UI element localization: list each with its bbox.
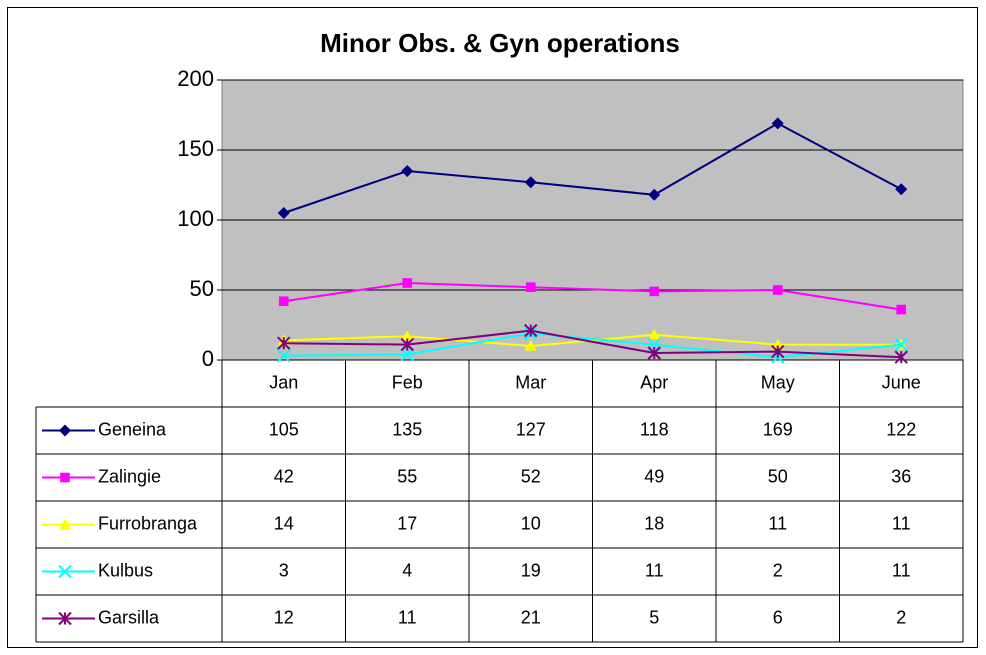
- legend-label: Kulbus: [98, 560, 153, 580]
- table-value: 169: [763, 419, 793, 439]
- table-value: 105: [269, 419, 299, 439]
- table-value: 11: [892, 513, 911, 533]
- marker: [771, 117, 784, 130]
- marker: [59, 518, 71, 530]
- marker: [60, 472, 70, 483]
- table-value: 42: [274, 466, 294, 486]
- marker: [402, 278, 413, 288]
- table-value: 3: [279, 560, 289, 580]
- y-tick-label: 150: [177, 136, 214, 161]
- y-tick-label: 0: [202, 346, 214, 371]
- x-tick-label: May: [761, 372, 795, 392]
- marker: [59, 424, 71, 437]
- series-line: [283, 329, 902, 359]
- table-value: 49: [644, 466, 664, 486]
- table-value: 50: [768, 466, 788, 486]
- marker: [648, 328, 661, 340]
- marker: [772, 285, 783, 295]
- marker: [894, 350, 908, 364]
- table-value: 18: [644, 513, 664, 533]
- marker: [400, 347, 414, 362]
- x-tick-label: Feb: [392, 372, 423, 392]
- table-value: 21: [521, 607, 541, 627]
- y-tick-label: 100: [177, 206, 214, 231]
- table-value: 14: [274, 513, 294, 533]
- legend-label: Zalingie: [98, 466, 161, 486]
- table-value: 11: [398, 607, 417, 627]
- table-value: 55: [397, 466, 417, 486]
- marker: [401, 165, 414, 177]
- marker: [524, 340, 537, 351]
- table-value: 4: [402, 560, 412, 580]
- table-value: 135: [392, 419, 422, 439]
- table-value: 36: [891, 466, 911, 486]
- marker: [649, 286, 660, 297]
- table-value: 11: [892, 560, 911, 580]
- marker: [896, 304, 907, 315]
- marker: [400, 337, 414, 352]
- marker: [58, 611, 72, 626]
- marker: [894, 337, 908, 352]
- x-tick-label: Apr: [640, 372, 668, 392]
- marker: [277, 207, 290, 219]
- marker: [771, 338, 784, 350]
- marker: [277, 349, 291, 363]
- legend-label: Furrobranga: [98, 513, 198, 533]
- marker: [524, 176, 537, 189]
- table-value: 10: [521, 513, 541, 533]
- table-value: 11: [768, 513, 787, 533]
- table-value: 118: [640, 419, 669, 439]
- marker: [58, 564, 72, 579]
- x-tick-label: June: [882, 372, 921, 392]
- x-tick-label: Mar: [515, 372, 546, 392]
- x-tick-label: Jan: [269, 372, 298, 392]
- series-line: [283, 122, 902, 214]
- series-line: [283, 332, 902, 359]
- table-value: 11: [645, 560, 664, 580]
- table-value: 52: [521, 466, 541, 486]
- y-tick-label: 50: [190, 276, 214, 301]
- marker: [277, 336, 291, 350]
- table-value: 19: [521, 560, 541, 580]
- table-value: 5: [649, 607, 659, 627]
- marker: [648, 188, 661, 201]
- table-value: 6: [773, 607, 783, 627]
- marker: [525, 282, 536, 292]
- y-tick-label: 200: [177, 66, 214, 91]
- marker: [771, 344, 785, 359]
- table-value: 127: [516, 419, 546, 439]
- legend-label: Garsilla: [98, 607, 160, 627]
- marker: [647, 346, 661, 360]
- marker: [278, 296, 289, 306]
- table-value: 2: [896, 607, 906, 627]
- series-line: [283, 333, 902, 348]
- chart-title: Minor Obs. & Gyn operations: [320, 28, 680, 58]
- legend-label: Geneina: [98, 419, 167, 439]
- series-line: [283, 281, 902, 311]
- table-value: 17: [397, 513, 417, 533]
- marker: [401, 330, 414, 341]
- table-value: 12: [274, 607, 294, 627]
- table-value: 122: [886, 419, 916, 439]
- marker: [895, 183, 908, 196]
- marker: [524, 323, 538, 338]
- table-value: 2: [773, 560, 783, 580]
